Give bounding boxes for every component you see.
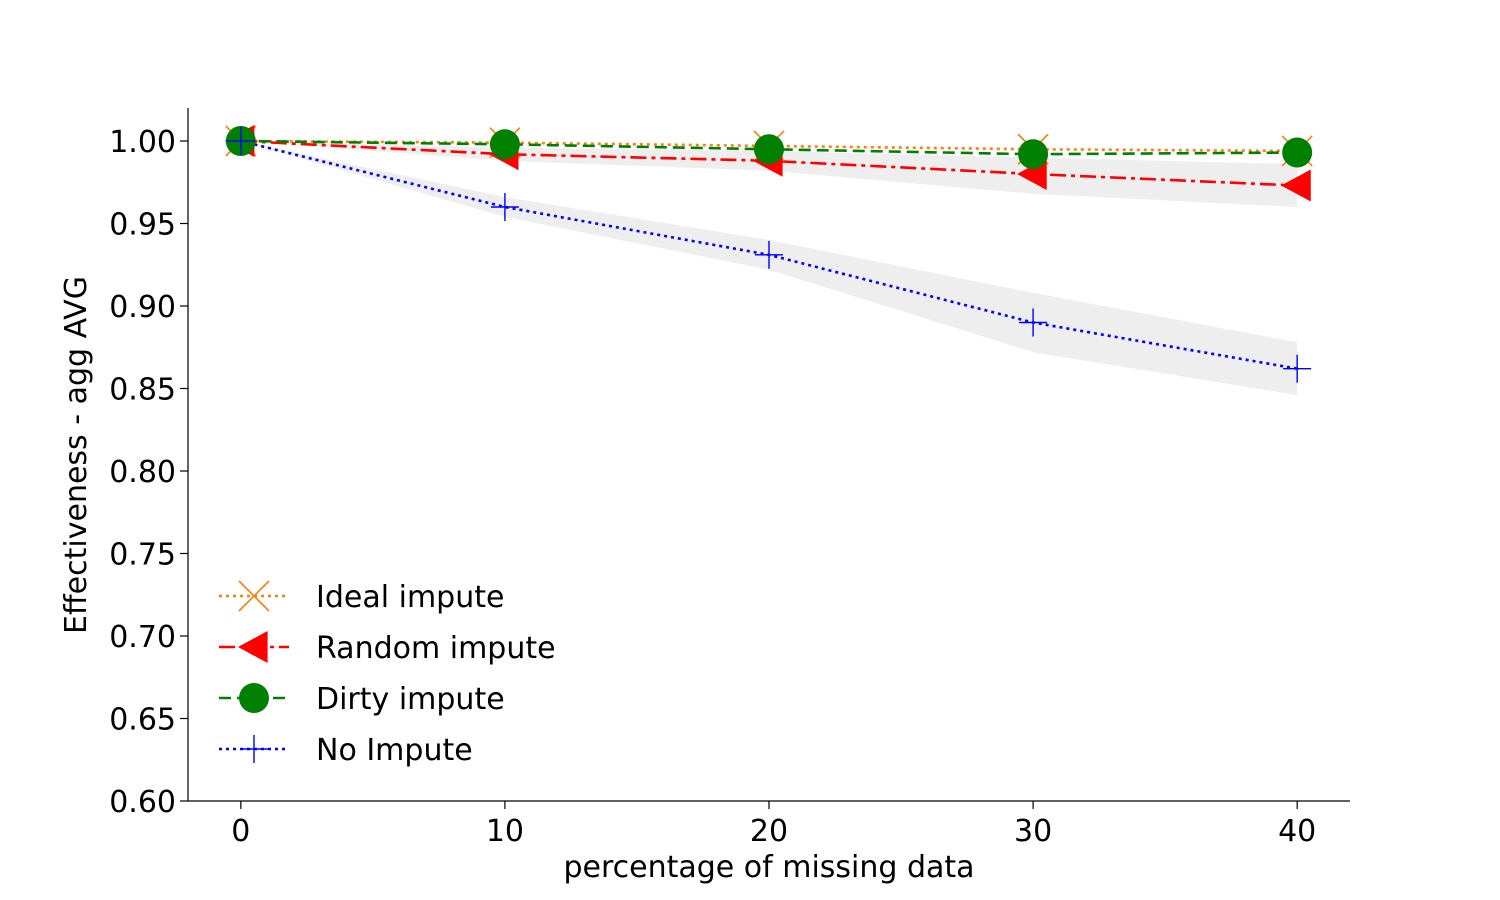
legend-marker-3 (240, 735, 268, 763)
y-tick-label: 0.75 (109, 538, 176, 573)
marker-series-3-point-4 (1283, 354, 1312, 383)
x-tick-label: 40 (1278, 814, 1316, 849)
y-tick-label: 0.70 (109, 620, 176, 655)
legend-label-2: Dirty impute (316, 682, 505, 717)
x-tick-label: 0 (231, 814, 250, 849)
series-line-0 (240, 139, 1298, 153)
legend: Ideal impute Random impute Dirty impute No … (219, 580, 556, 768)
marker-series-2-point-2 (754, 134, 784, 165)
y-tick-label: 0.60 (109, 785, 176, 820)
legend-marker-1 (238, 631, 268, 663)
legend-label-3: No Impute (316, 733, 473, 768)
x-tick-label: 10 (486, 814, 524, 849)
y-tick-label: 0.80 (109, 455, 176, 490)
x-tick-label: 30 (1014, 814, 1052, 849)
legend-label-1: Random impute (316, 631, 556, 666)
marker-series-3-point-2 (755, 240, 783, 269)
series-line-1 (240, 139, 1298, 187)
legend-marker-0 (238, 580, 270, 612)
series-markers (224, 125, 1313, 383)
marker-series-2-point-3 (1018, 139, 1049, 170)
marker-series-3-point-0 (226, 127, 255, 155)
y-tick-label: 0.95 (109, 208, 176, 243)
marker-series-3-point-3 (1019, 308, 1048, 337)
x-ticks: 0 10 20 30 40 (231, 801, 1316, 849)
y-tick-label: 0.85 (109, 373, 176, 408)
y-ticks: 0.60 0.65 0.70 0.75 0.80 0.85 0.90 0.95 1.00 (109, 125, 188, 820)
legend-label-0: Ideal impute (316, 580, 504, 615)
marker-series-1-point-4 (1281, 169, 1311, 202)
x-tick-label: 20 (750, 814, 788, 849)
legend-marker-2 (239, 683, 269, 713)
y-tick-label: 0.65 (109, 703, 176, 738)
marker-series-2-point-4 (1282, 137, 1313, 168)
y-axis-title: Effectiveness - agg AVG (59, 276, 94, 634)
x-axis-title: percentage of missing data (563, 850, 974, 885)
marker-series-2-point-1 (489, 129, 520, 160)
y-tick-label: 0.90 (109, 290, 176, 325)
marker-series-3-point-1 (490, 193, 519, 221)
y-tick-label: 1.00 (109, 125, 176, 160)
